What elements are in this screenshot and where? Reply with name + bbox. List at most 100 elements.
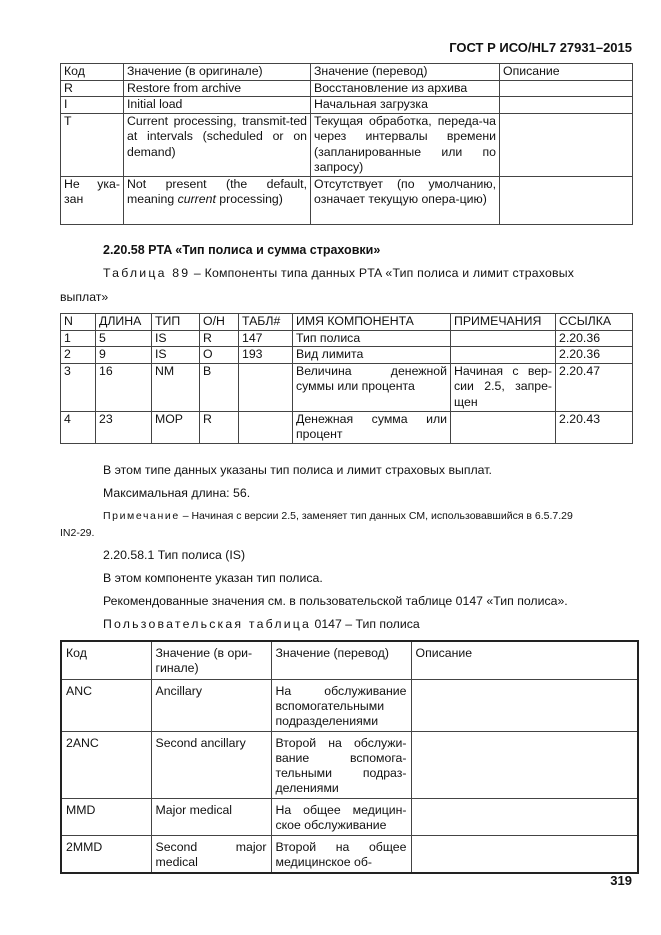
caption-label: Пользовательская таблица <box>103 617 312 631</box>
table-cell: Second major medical <box>150 834 272 873</box>
section-heading: 2.20.58 PTA «Тип полиса и сумма страховк… <box>103 243 381 257</box>
paragraph: В этом компоненте указан тип полиса. <box>103 571 323 585</box>
table-row: MMD Major medical На общее медицин-ское об… <box>60 797 639 836</box>
table-cell: 16 <box>95 362 152 412</box>
table-header-row: Код Значение (в оригинале) Значение (перев… <box>60 63 633 81</box>
caption-text: – Компоненты типа данных PTA «Тип полиса… <box>190 266 575 280</box>
table-cell <box>410 730 639 799</box>
caption-label: Таблица 89 <box>103 266 191 280</box>
document-header: ГОСТ Р ИСО/HL7 27931–2015 <box>449 40 632 55</box>
table-cell: O <box>199 346 239 364</box>
table-row: 2ANC Second ancillary Второй на обслужи-ва… <box>60 730 639 799</box>
column-header: ИМЯ КОМПОНЕНТА <box>292 313 451 331</box>
table-cell: Restore from archive <box>123 79 311 97</box>
table-cell: 2 <box>60 346 96 364</box>
table-cell: Второй на общее медицинское об- <box>270 834 412 873</box>
table-header-row: N ДЛИНА ТИП О/Н ТАБЛ# ИМЯ КОМПОНЕНТА ПРИМЕЧАНИ… <box>60 313 633 331</box>
table-cell <box>410 834 639 873</box>
table-cell <box>499 175 633 225</box>
table-cell: Денежная сумма или процент <box>292 410 451 444</box>
column-header: ДЛИНА <box>95 313 152 331</box>
table-cell: Ancillary <box>150 678 272 732</box>
table-cell: Вид лимита <box>292 346 451 364</box>
table-row: T Current processing, transmit-ted at int… <box>60 112 633 177</box>
table-cell: Initial load <box>123 96 311 114</box>
table-cell: 3 <box>60 362 96 412</box>
table-pta-components: N ДЛИНА ТИП О/Н ТАБЛ# ИМЯ КОМПОНЕНТА ПРИМЕЧАНИ… <box>60 313 633 444</box>
table-cell: 4 <box>60 410 96 444</box>
table-cell: Second ancillary <box>150 730 272 799</box>
column-header: ТАБЛ# <box>238 313 293 331</box>
table-header-row: Код Значение (в ори-гинале) Значение (пере… <box>60 640 639 680</box>
table-caption: Пользовательская таблица 0147 – Тип поли… <box>103 617 420 631</box>
table-cell <box>450 410 556 444</box>
column-header: Значение (в ори-гинале) <box>150 640 272 680</box>
table-cell: R <box>60 79 124 97</box>
table-cell: На обслуживание вспомогательными подразд… <box>270 678 412 732</box>
note-text: – Начиная с версии 2.5, заменяет тип дан… <box>179 510 573 522</box>
table-cell: Текущая обработка, переда-ча через интер… <box>310 112 500 177</box>
table-row: ANC Ancillary На обслуживание вспомогатель… <box>60 678 639 732</box>
table-cell: Not present (the default, meaning curren… <box>123 175 311 225</box>
paragraph: Рекомендованные значения см. в пользоват… <box>103 594 568 608</box>
column-header: Код <box>60 640 152 680</box>
table-cell: Major medical <box>150 797 272 836</box>
table-row: I Initial load Начальная загрузка <box>60 96 633 114</box>
table-cell: Восстановление из архива <box>310 79 500 97</box>
table-cell: 2.20.36 <box>555 346 633 364</box>
table-cell: MOP <box>151 410 200 444</box>
table-row: 3 16 NM B Величина денежной суммы или процен… <box>60 362 633 412</box>
table-cell: R <box>199 329 239 347</box>
table-cell <box>410 678 639 732</box>
column-header: Код <box>60 63 124 81</box>
column-header: О/Н <box>199 313 239 331</box>
table-cell: 9 <box>95 346 152 364</box>
table-cell: 1 <box>60 329 96 347</box>
column-header: Значение (перевод) <box>310 63 500 81</box>
italic-text: current <box>177 192 216 206</box>
table-0147-policy-type: Код Значение (в ори-гинале) Значение (пере… <box>60 640 639 874</box>
table-cell: 193 <box>238 346 293 364</box>
table-cell: Начиная с вер-сии 2.5, запре-щен <box>450 362 556 412</box>
table-cell <box>410 797 639 836</box>
table-cell: 5 <box>95 329 152 347</box>
table-cell: 23 <box>95 410 152 444</box>
table-row: 2 9 IS O 193 Вид лимита 2.20.36 <box>60 346 633 364</box>
note-label: Примечание <box>103 510 180 522</box>
column-header: ССЫЛКА <box>555 313 633 331</box>
table-cell <box>499 112 633 177</box>
table-row: R Restore from archive Восстановление из а… <box>60 79 633 97</box>
column-header: ТИП <box>151 313 200 331</box>
table-cell: Отсутствует (по умолчанию, означает теку… <box>310 175 500 225</box>
column-header: ПРИМЕЧАНИЯ <box>450 313 556 331</box>
table-row: 4 23 MOP R Денежная сумма или процент 2.20.43 <box>60 410 633 444</box>
table-row: Не ука-зан Not present (the default, mean… <box>60 175 633 225</box>
table-cell: Величина денежной суммы или процента <box>292 362 451 412</box>
table-cell: Второй на обслужи-вание вспомога-тельным… <box>270 730 412 799</box>
paragraph: Максимальная длина: 56. <box>103 486 251 500</box>
table-cell: Не ука-зан <box>60 175 124 225</box>
table-cell: IS <box>151 329 200 347</box>
table-cell: MMD <box>60 797 152 836</box>
table-cell <box>238 410 293 444</box>
table-cell: 2MMD <box>60 834 152 873</box>
table-caption: Таблица 89 – Компоненты типа данных PTA … <box>103 266 574 280</box>
column-header: N <box>60 313 96 331</box>
table-cell: Начальная загрузка <box>310 96 500 114</box>
table-cell <box>450 346 556 364</box>
table-cell: 2.20.36 <box>555 329 633 347</box>
table-cell: NM <box>151 362 200 412</box>
table-record-codes: Код Значение (в оригинале) Значение (перев… <box>60 63 633 225</box>
caption-text: 0147 – Тип полиса <box>311 617 420 631</box>
table-cell: 147 <box>238 329 293 347</box>
table-caption-cont: выплат» <box>60 290 109 304</box>
table-cell: I <box>60 96 124 114</box>
table-cell: ANC <box>60 678 152 732</box>
column-header: Значение (в оригинале) <box>123 63 311 81</box>
table-cell: Тип полиса <box>292 329 451 347</box>
table-cell: IS <box>151 346 200 364</box>
column-header: Описание <box>499 63 633 81</box>
table-cell <box>499 79 633 97</box>
paragraph: В этом типе данных указаны тип полиса и … <box>103 463 492 477</box>
table-cell: 2.20.43 <box>555 410 633 444</box>
